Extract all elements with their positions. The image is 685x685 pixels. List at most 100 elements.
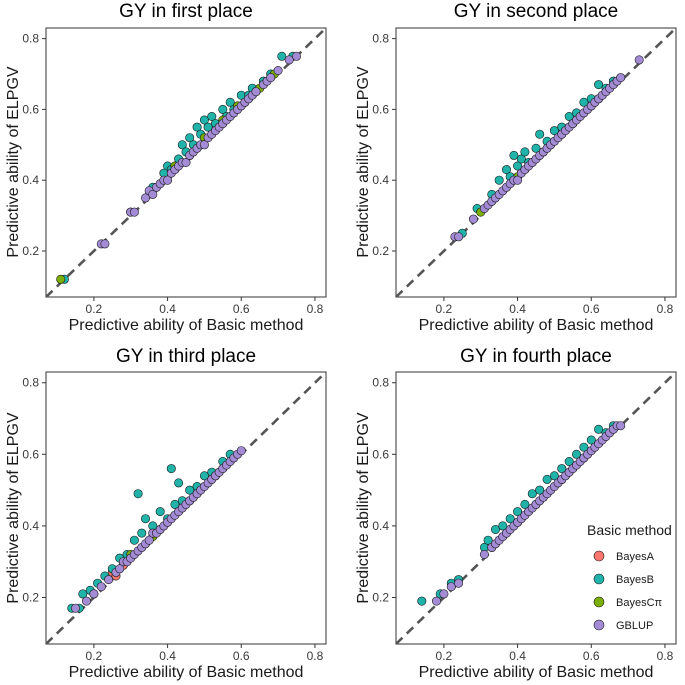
x-axis-title: Predictive ability of Basic method: [419, 664, 654, 681]
data-point-bayesb: [513, 507, 523, 517]
data-point-bayesb: [494, 175, 504, 185]
data-point-gblup: [431, 596, 441, 606]
legend-label: BayesA: [616, 551, 655, 563]
data-point-bayesb: [594, 80, 604, 90]
legend-key: [593, 550, 605, 562]
data-point-bayesb: [490, 524, 500, 534]
panel-title: GY in third place: [116, 346, 256, 367]
data-point-bayesb: [535, 485, 545, 495]
data-point-bayesb: [549, 126, 559, 136]
data-point-gblup: [148, 189, 158, 199]
x-tick-label: 0.6: [233, 302, 250, 316]
data-point-bayesb: [166, 464, 176, 474]
x-tick-label: 0.6: [583, 302, 600, 316]
data-point-gblup: [129, 207, 139, 217]
data-point-gblup: [236, 446, 246, 456]
data-point-gblup: [446, 582, 456, 592]
panel-title: GY in first place: [119, 1, 253, 22]
y-tick-label: 0.6: [22, 102, 39, 116]
y-tick-label: 0.8: [372, 32, 389, 46]
ticks-layer: 0.2 0.4 0.6 0.8 0.2 0.4 0.6 0.8: [22, 376, 323, 663]
data-point-gblup: [468, 214, 478, 224]
x-tick-label: 0.2: [436, 649, 453, 663]
legend-title: Basic method: [587, 522, 672, 538]
x-tick-label: 0.4: [509, 649, 526, 663]
data-point-bayesb: [174, 478, 184, 488]
points-layer: [417, 421, 626, 606]
data-point-bayesb: [483, 535, 493, 545]
data-point-gblup: [181, 158, 191, 168]
ticks-layer: 0.2 0.4 0.6 0.8 0.2 0.4 0.6 0.8: [22, 32, 323, 316]
data-point-gblup: [82, 596, 92, 606]
legend-label: GBLUP: [616, 620, 653, 632]
data-point-bayesb: [192, 122, 202, 132]
ticks-layer: 0.2 0.4 0.6 0.8 0.2 0.4 0.6 0.8: [372, 376, 673, 663]
data-point-gblup: [454, 578, 464, 588]
x-tick-label: 0.8: [307, 649, 324, 663]
data-point-bayescpi: [56, 274, 66, 284]
y-tick-label: 0.6: [372, 102, 389, 116]
x-tick-label: 0.6: [233, 649, 250, 663]
data-point-gblup: [284, 55, 294, 65]
data-point-bayesb: [531, 143, 541, 153]
y-tick-label: 0.4: [22, 519, 39, 533]
x-axis-title: Predictive ability of Basic method: [419, 317, 654, 334]
data-point-bayesb: [498, 521, 508, 531]
data-point-gblup: [291, 51, 301, 61]
data-point-bayesb: [542, 474, 552, 484]
panel-title: GY in second place: [454, 1, 618, 22]
data-point-gblup: [616, 421, 626, 431]
data-point-bayesb: [513, 161, 523, 171]
data-point-bayesb: [535, 129, 545, 139]
x-tick-label: 0.8: [657, 302, 674, 316]
y-tick-label: 0.4: [22, 173, 39, 187]
data-point-bayesb: [185, 133, 195, 143]
data-point-bayesb: [199, 115, 209, 125]
points-layer: [67, 446, 246, 613]
data-point-bayesb: [586, 435, 596, 445]
panel-fourth: GY in fourth place 0.2 0.4 0.6 0.8 0.2 0.4 0.6…: [355, 346, 677, 681]
data-point-bayesb: [129, 535, 139, 545]
legend-key: [593, 573, 605, 585]
legend-label: BayesB: [616, 574, 654, 586]
data-point-bayesb: [78, 589, 88, 599]
y-tick-label: 0.4: [372, 519, 389, 533]
data-point-bayesb: [557, 464, 567, 474]
data-point-bayesb: [579, 97, 589, 107]
data-point-bayesb: [520, 147, 530, 157]
data-point-gblup: [96, 582, 106, 592]
panel-second: GY in second place 0.2 0.4 0.6 0.8 0.2 0.4 0.6…: [355, 1, 677, 334]
data-point-bayesb: [501, 165, 511, 175]
data-point-gblup: [141, 193, 151, 203]
y-tick-label: 0.6: [372, 447, 389, 461]
data-point-gblup: [89, 589, 99, 599]
y-tick-label: 0.2: [372, 244, 389, 258]
data-point-bayesb: [207, 112, 217, 122]
data-point-bayesb: [185, 485, 195, 495]
y-axis-title: Predictive ability of ELPGV: [5, 66, 22, 258]
panel-first: GY in first place 0.2 0.4 0.6 0.80.20.40.60…: [5, 1, 327, 334]
y-tick-label: 0.6: [22, 447, 39, 461]
data-point-bayesb: [177, 140, 187, 150]
data-point-bayesb: [564, 112, 574, 122]
data-point-bayesb: [225, 97, 235, 107]
panel-third: GY in third place 0.2 0.4 0.6 0.80.20.40.60…: [5, 346, 327, 681]
legend: Basic method BayesA BayesB BayesCπ GBLUP: [587, 522, 672, 632]
data-point-bayesb: [516, 154, 526, 164]
data-point-bayesb: [505, 514, 515, 524]
data-point-bayesb: [509, 150, 519, 160]
legend-label: BayesCπ: [616, 597, 663, 609]
data-point-bayesb: [277, 51, 287, 61]
legend-key: [593, 619, 605, 631]
x-tick-label: 0.6: [583, 649, 600, 663]
y-tick-label: 0.2: [372, 590, 389, 604]
x-axis-title: Predictive ability of Basic method: [69, 317, 304, 334]
data-point-bayesb: [170, 499, 180, 509]
legend-item-bayesb: BayesB: [593, 573, 654, 586]
data-point-gblup: [616, 73, 626, 83]
data-point-gblup: [104, 575, 114, 585]
data-point-gblup: [163, 175, 173, 185]
data-point-bayesb: [133, 489, 143, 499]
legend-key: [593, 596, 605, 608]
